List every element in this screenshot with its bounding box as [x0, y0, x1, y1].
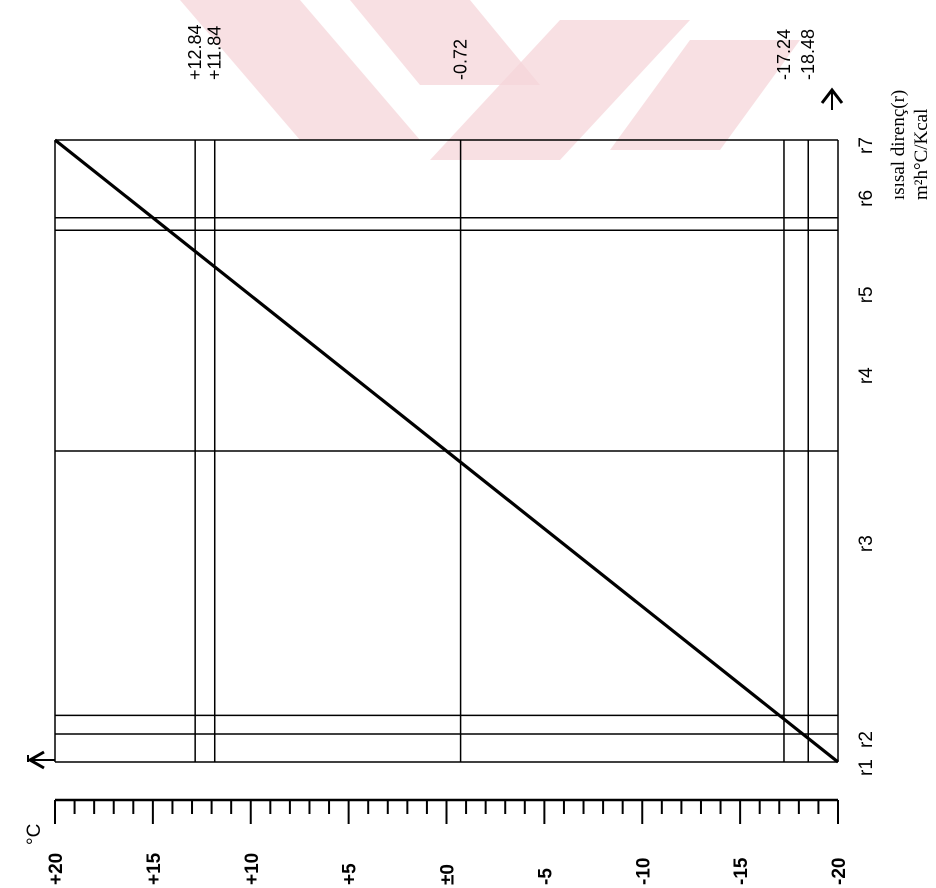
resistance-layer-label: r1: [856, 759, 877, 776]
temperature-tick-label: -15: [731, 857, 752, 885]
temperature-line: [54, 138, 839, 764]
marked-temperature-label: +11.84: [205, 26, 225, 80]
temperature-tick-label: ±0: [438, 864, 459, 885]
plot-area: [26, 87, 844, 770]
marked-temperature-label: -18.48: [798, 29, 818, 80]
marked-temperature-label: -0.72: [451, 39, 471, 80]
resistance-layer-label: r7: [856, 137, 877, 154]
marked-temperature-label: -17.24: [774, 29, 794, 80]
temperature-tick-label: +10: [242, 853, 263, 885]
resistance-axis-title: ısısal direnç(r): [888, 90, 909, 200]
temperature-tick-label: -20: [829, 858, 850, 885]
watermark: [180, 0, 800, 160]
resistance-layer-label: r2: [856, 731, 877, 748]
temperature-unit-label: °C: [24, 824, 45, 845]
temperature-scale: +20 +15 +10 +5 ±0 -5 -10 -15 -20: [46, 798, 850, 885]
resistance-layer-label: r6: [856, 190, 877, 207]
resistance-layer-label: r4: [856, 367, 877, 384]
resistance-axis: r1 r2 r3 r4 r5 r6 r7: [856, 137, 877, 776]
resistance-layer-label: r3: [856, 535, 877, 552]
temperature-tick-label: +15: [144, 852, 165, 885]
marked-temperature-labels: +12.84 +11.84 -0.72 -17.24 -18.48: [185, 24, 818, 80]
temperature-tick-label: -5: [535, 868, 556, 885]
temperature-tick-label: +5: [340, 863, 361, 885]
marked-temperature-label: +12.84: [185, 24, 205, 80]
resistance-axis-unit: m²h°C/Kcal: [911, 109, 932, 200]
temperature-tick-label: -10: [633, 858, 654, 885]
resistance-layer-label: r5: [856, 286, 877, 303]
temperature-tick-label: +20: [46, 853, 67, 885]
